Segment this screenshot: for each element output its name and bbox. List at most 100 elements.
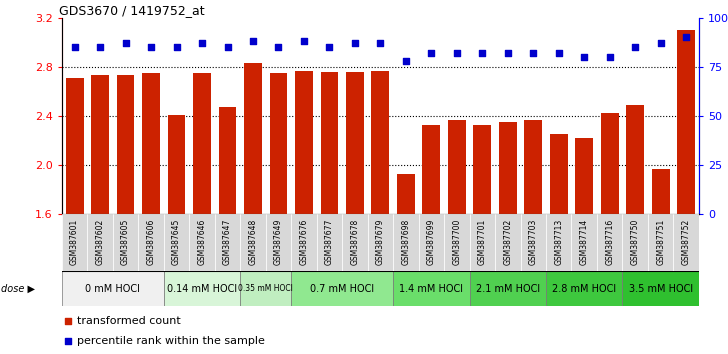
Bar (193, 73, 211, 214)
Point (502, 50, 514, 56)
Bar (320, 72, 339, 214)
Text: GSM387751: GSM387751 (656, 219, 665, 265)
Text: GSM387716: GSM387716 (605, 219, 614, 265)
Point (273, 44, 285, 50)
Text: GSM387699: GSM387699 (427, 219, 436, 265)
FancyBboxPatch shape (240, 214, 266, 271)
Point (95, 44, 106, 50)
FancyBboxPatch shape (62, 214, 87, 271)
FancyBboxPatch shape (597, 214, 622, 271)
Text: GSM387601: GSM387601 (70, 219, 79, 265)
Text: GSM387602: GSM387602 (95, 219, 105, 265)
Text: GSM387605: GSM387605 (121, 219, 130, 265)
Text: percentile rank within the sample: percentile rank within the sample (76, 336, 264, 346)
Text: 0.7 mM HOCl: 0.7 mM HOCl (310, 284, 374, 293)
Bar (167, 115, 186, 214)
Point (477, 50, 488, 56)
FancyBboxPatch shape (571, 214, 597, 271)
Point (681, 34, 692, 40)
FancyBboxPatch shape (546, 271, 622, 306)
Bar (473, 125, 491, 214)
Point (432, 27, 444, 33)
Text: GSM387714: GSM387714 (579, 219, 589, 265)
Text: GSM387702: GSM387702 (503, 219, 513, 265)
Bar (397, 174, 415, 214)
FancyBboxPatch shape (622, 271, 699, 306)
Text: GSM387752: GSM387752 (681, 219, 691, 265)
FancyBboxPatch shape (419, 214, 444, 271)
Text: GSM387713: GSM387713 (554, 219, 563, 265)
Bar (652, 169, 670, 214)
Text: GSM387679: GSM387679 (376, 219, 385, 265)
Bar (295, 70, 313, 214)
Point (655, 40, 667, 46)
Point (553, 50, 565, 56)
FancyBboxPatch shape (317, 214, 342, 271)
FancyBboxPatch shape (164, 271, 240, 306)
FancyBboxPatch shape (495, 214, 521, 271)
Point (604, 54, 616, 60)
Bar (550, 135, 568, 214)
FancyBboxPatch shape (673, 214, 699, 271)
Point (298, 39, 310, 44)
Text: 2.8 mM HOCl: 2.8 mM HOCl (552, 284, 617, 293)
Bar (499, 122, 517, 214)
Bar (244, 63, 262, 214)
Bar (371, 70, 389, 214)
Point (630, 44, 641, 50)
Bar (91, 75, 109, 214)
Point (146, 44, 157, 50)
FancyBboxPatch shape (393, 214, 419, 271)
Text: GSM387677: GSM387677 (325, 219, 334, 265)
Point (197, 40, 208, 46)
Bar (575, 138, 593, 214)
FancyBboxPatch shape (546, 214, 571, 271)
FancyBboxPatch shape (291, 214, 317, 271)
Text: GSM387647: GSM387647 (223, 219, 232, 265)
Text: 0.35 mM HOCl: 0.35 mM HOCl (238, 284, 293, 293)
Text: 3.5 mM HOCl: 3.5 mM HOCl (628, 284, 693, 293)
Point (451, 50, 463, 56)
FancyBboxPatch shape (164, 214, 189, 271)
Text: GSM387678: GSM387678 (350, 219, 360, 265)
Text: transformed count: transformed count (76, 316, 181, 326)
Text: GSM387649: GSM387649 (274, 219, 283, 265)
Text: GSM387700: GSM387700 (452, 219, 462, 265)
Point (375, 40, 387, 46)
Bar (218, 107, 237, 214)
FancyBboxPatch shape (368, 214, 393, 271)
FancyBboxPatch shape (87, 214, 113, 271)
Point (248, 39, 259, 44)
Text: 2.1 mM HOCl: 2.1 mM HOCl (475, 284, 540, 293)
Point (349, 40, 361, 46)
Text: GSM387648: GSM387648 (248, 219, 258, 265)
FancyBboxPatch shape (113, 214, 138, 271)
Bar (142, 73, 160, 214)
Point (222, 44, 234, 50)
FancyBboxPatch shape (189, 214, 215, 271)
Text: GSM387750: GSM387750 (630, 219, 640, 265)
Bar (601, 114, 619, 214)
Point (579, 54, 590, 60)
Bar (422, 125, 440, 214)
FancyBboxPatch shape (240, 271, 291, 306)
Text: 0.14 mM HOCl: 0.14 mM HOCl (167, 284, 237, 293)
Point (400, 58, 412, 64)
Bar (626, 105, 644, 214)
Point (528, 50, 539, 56)
Text: 0 mM HOCl: 0 mM HOCl (85, 284, 141, 293)
Text: GDS3670 / 1419752_at: GDS3670 / 1419752_at (59, 4, 205, 17)
FancyBboxPatch shape (470, 271, 546, 306)
Text: GSM387676: GSM387676 (299, 219, 309, 265)
FancyBboxPatch shape (444, 214, 470, 271)
FancyBboxPatch shape (521, 214, 546, 271)
Text: dose ▶: dose ▶ (1, 284, 36, 293)
Point (68, 44, 81, 50)
Bar (524, 120, 542, 214)
Bar (116, 75, 135, 214)
FancyBboxPatch shape (266, 214, 291, 271)
FancyBboxPatch shape (622, 214, 648, 271)
FancyBboxPatch shape (342, 214, 368, 271)
Point (432, 211, 444, 217)
FancyBboxPatch shape (215, 214, 240, 271)
